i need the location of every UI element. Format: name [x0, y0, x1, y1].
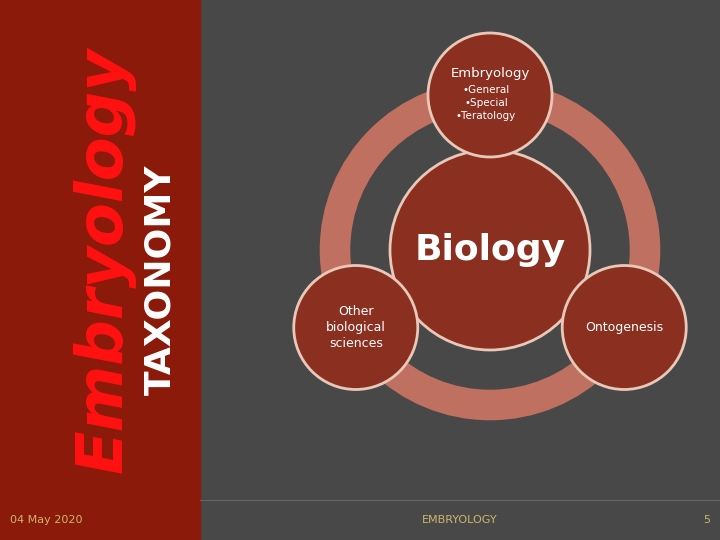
Text: Embryology: Embryology	[450, 66, 530, 79]
Text: Embryology: Embryology	[73, 47, 135, 473]
Text: TAXONOMY: TAXONOMY	[143, 165, 177, 395]
Bar	[0, 0, 200, 540]
Text: 5: 5	[703, 515, 710, 525]
Text: 04 May 2020: 04 May 2020	[10, 515, 83, 525]
Circle shape	[562, 266, 686, 389]
Circle shape	[294, 266, 418, 389]
Circle shape	[428, 33, 552, 157]
Circle shape	[390, 150, 590, 350]
Text: Other
biological
sciences: Other biological sciences	[326, 305, 386, 350]
Text: EMBRYOLOGY: EMBRYOLOGY	[422, 515, 498, 525]
Text: •General
•Special
•Teratology: •General •Special •Teratology	[456, 85, 516, 121]
Text: Ontogenesis: Ontogenesis	[585, 321, 663, 334]
Text: Biology: Biology	[415, 233, 566, 267]
